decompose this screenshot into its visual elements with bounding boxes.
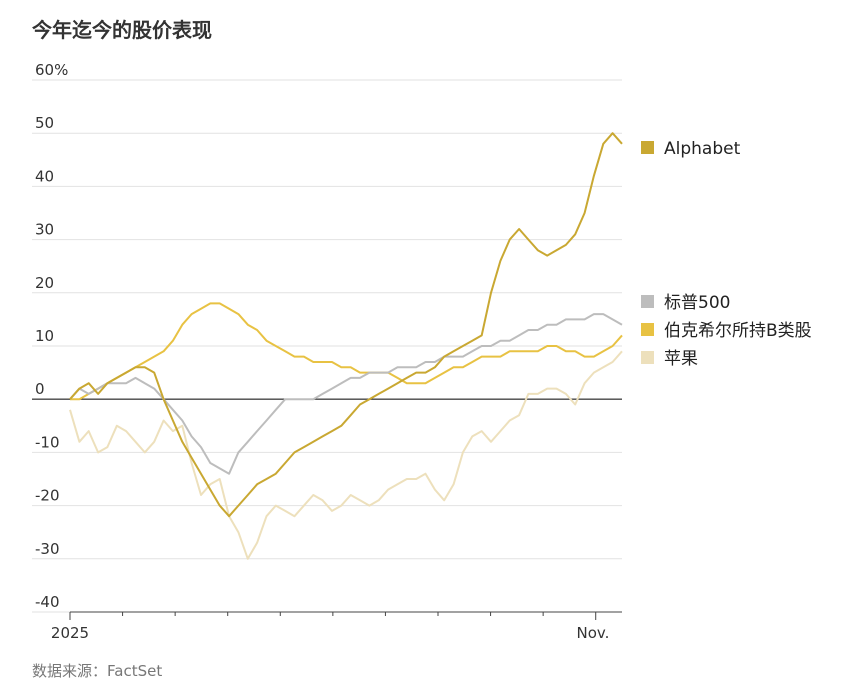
legend-label: 苹果 bbox=[664, 349, 698, 369]
y-tick-label: -10 bbox=[35, 433, 60, 451]
grid bbox=[32, 79, 622, 613]
y-tick-label: -20 bbox=[35, 487, 60, 505]
legend-swatch bbox=[641, 141, 654, 154]
y-tick-label: 60% bbox=[35, 61, 68, 79]
series-lines bbox=[69, 132, 623, 560]
y-tick-label: 10 bbox=[35, 327, 54, 345]
legend-label: Alphabet bbox=[664, 139, 741, 159]
y-tick-label: 40 bbox=[35, 167, 54, 185]
legend-swatch bbox=[641, 351, 654, 364]
legend-swatch bbox=[641, 295, 654, 308]
x-tick-label: 2025 bbox=[51, 624, 89, 642]
y-tick-label: -40 bbox=[35, 593, 60, 611]
legend-swatch bbox=[641, 323, 654, 336]
series-line bbox=[69, 350, 623, 560]
y-tick-label: -30 bbox=[35, 540, 60, 558]
x-axis: 2025 Nov. bbox=[51, 611, 622, 642]
series-line bbox=[70, 302, 623, 401]
legend-label: 标普500 bbox=[664, 293, 730, 313]
x-tick-label: Nov. bbox=[577, 624, 610, 642]
series-line bbox=[69, 132, 623, 518]
y-tick-label: 20 bbox=[35, 274, 54, 292]
y-tick-label: 0 bbox=[35, 380, 45, 398]
y-tick-label: 30 bbox=[35, 221, 54, 239]
chart-title: 今年迄今的股价表现 bbox=[32, 18, 212, 42]
source-note: 数据来源：FactSet bbox=[32, 662, 163, 680]
y-axis-tick-labels: -40 -30 -20 -10 0 10 20 30 40 50 60% bbox=[35, 61, 68, 611]
y-tick-label: 50 bbox=[35, 114, 54, 132]
legend-label: 伯克希尔所持B类股 bbox=[664, 321, 812, 341]
